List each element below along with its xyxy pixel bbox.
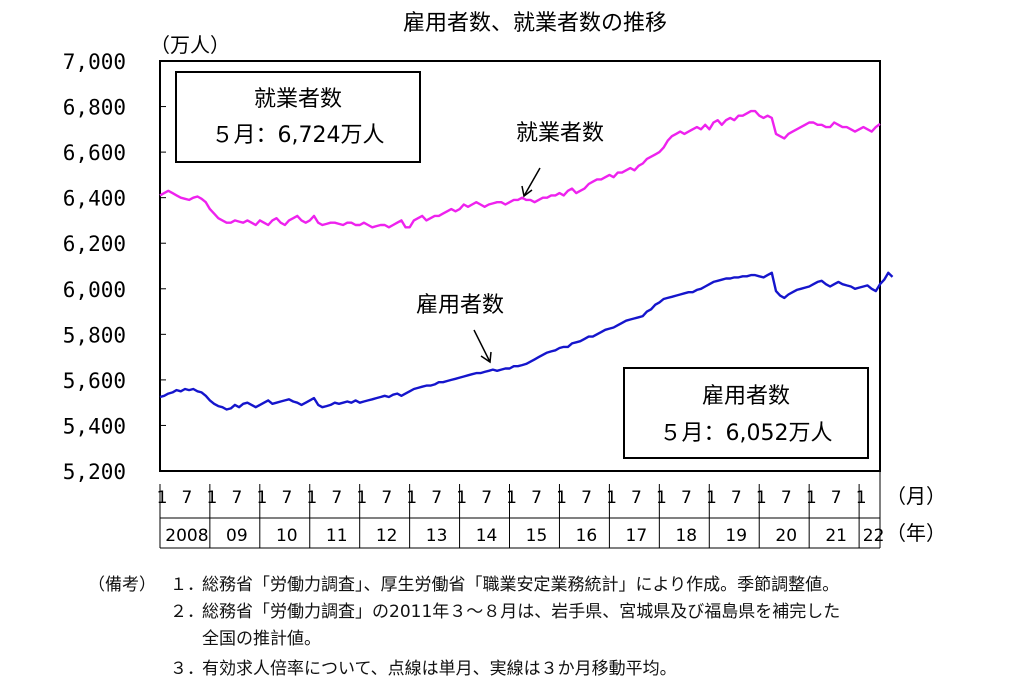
x-month-tick-label: 7 [781, 488, 792, 508]
x-year-label: 22 [863, 526, 885, 546]
y-tick-label: 6,600 [63, 141, 126, 165]
annotation-employed-label: 就業者数 [516, 121, 604, 146]
x-month-tick-label: 7 [281, 488, 292, 508]
x-month-tick-label: 7 [431, 488, 442, 508]
x-month-tick-label: 7 [581, 488, 592, 508]
y-tick-label: 5,600 [63, 369, 126, 393]
x-month-tick-label: 7 [331, 488, 342, 508]
series-line-employed [159, 109, 881, 229]
x-month-tick-label: 7 [381, 488, 392, 508]
x-year-label: 15 [526, 526, 548, 546]
x-year-label: 16 [576, 526, 598, 546]
y-tick-label: 6,400 [63, 187, 126, 211]
x-month-tick-label: 7 [231, 488, 242, 508]
x-year-label: 21 [825, 526, 847, 546]
note-2-text: 総務省「労働力調査」の2011年３～８月は、岩手県、宮城県及び福島県を補完した [202, 602, 841, 622]
x-month-tick-label: 1 [256, 488, 267, 508]
x-year-label: 10 [276, 526, 298, 546]
callout-employees: 雇用者数 ５月：6,052万人 [623, 367, 869, 459]
annotation-employees-arrowhead [480, 351, 492, 364]
x-year-label: 17 [626, 526, 648, 546]
chart: 雇用者数、就業者数の推移 （万人） 7,000 6,800 6,600 6,400 6,… [63, 11, 946, 549]
x-month-tick-label: 7 [831, 488, 842, 508]
callout-employed-box [175, 71, 421, 163]
callout-employed-value: ５月：6,724万人 [212, 123, 385, 148]
y-tick-label: 5,200 [63, 460, 126, 484]
note-3-text: 有効求人倍率について、点線は単月、実線は３か月移動平均。 [202, 659, 677, 679]
plot-area-frame [159, 60, 881, 472]
callout-employees-box [623, 367, 869, 459]
series-line-employees [159, 271, 894, 411]
x-year-label: 2008 [165, 526, 208, 546]
callout-employed: 就業者数 ５月：6,724万人 [175, 71, 421, 163]
x-year-label: 11 [326, 526, 348, 546]
notes: （備考） １． 総務省「労働力調査」、厚生労働省「職業安定業務統計」により作成。… [0, 560, 1024, 695]
series-lines [159, 109, 894, 411]
x-month-tick-label: 1 [556, 488, 567, 508]
x-month-tick-label: 7 [681, 488, 692, 508]
annotation-employed: 就業者数 [516, 121, 604, 198]
annotation-employees-arrow [473, 329, 491, 363]
y-axis: 7,000 6,800 6,600 6,400 6,200 6,000 5,800 5,600… [63, 50, 166, 484]
x-unit-month: （月） [886, 484, 946, 508]
note-2-num: ２． [170, 602, 204, 622]
y-tick-label: 6,000 [63, 278, 126, 302]
notes-prefix: （備考） [88, 575, 156, 595]
x-month-tick-label: 1 [806, 488, 817, 508]
note-1-num: １． [170, 575, 204, 595]
callout-employees-value: ５月：6,052万人 [660, 421, 833, 446]
annotation-employees: 雇用者数 [416, 293, 504, 364]
x-month-tick-label: 1 [406, 488, 417, 508]
annotation-employed-arrow [523, 167, 541, 197]
note-3-num: ３． [170, 659, 204, 679]
chart-title: 雇用者数、就業者数の推移 [403, 11, 667, 36]
x-year-label: 19 [725, 526, 747, 546]
x-month-tick-label: 7 [481, 488, 492, 508]
y-tick-label: 6,800 [63, 96, 126, 120]
x-month-tick-label: 1 [756, 488, 767, 508]
x-year-label: 12 [376, 526, 398, 546]
x-month-tick-label: 1 [506, 488, 517, 508]
x-year-label: 20 [775, 526, 797, 546]
annotation-employed-arrowhead [521, 185, 533, 198]
x-month-tick-label: 1 [606, 488, 617, 508]
x-month-tick-label: 7 [531, 488, 542, 508]
callout-employees-label: 雇用者数 [702, 384, 790, 409]
x-month-tick-label: 1 [706, 488, 717, 508]
x-month-tick-label: 1 [306, 488, 317, 508]
x-month-tick-label: 1 [856, 488, 867, 508]
x-year-label: 13 [426, 526, 448, 546]
x-month-tick-label: 1 [356, 488, 367, 508]
annotation-employees-label: 雇用者数 [416, 293, 504, 318]
x-year-label: 14 [476, 526, 498, 546]
note-2-continuation: 全国の推計値。 [202, 629, 321, 649]
y-tick-label: 7,000 [63, 50, 126, 74]
x-unit-year: （年） [886, 521, 946, 545]
x-month-tick-label: 7 [182, 488, 193, 508]
x-month-tick-label: 1 [207, 488, 218, 508]
y-unit-label: （万人） [150, 33, 230, 57]
x-month-tick-label: 7 [731, 488, 742, 508]
note-1-text: 総務省「労働力調査」、厚生労働省「職業安定業務統計」により作成。季節調整値。 [202, 575, 840, 595]
y-tick-label: 5,400 [63, 414, 126, 438]
x-month-tick-label: 7 [631, 488, 642, 508]
x-year-label: 18 [675, 526, 697, 546]
x-month-tick-label: 1 [656, 488, 667, 508]
x-year-label: 09 [226, 526, 248, 546]
callout-employed-label: 就業者数 [254, 87, 342, 112]
y-tick-label: 5,800 [63, 323, 126, 347]
x-month-tick-label: 1 [157, 488, 168, 508]
y-tick-label: 6,200 [63, 232, 126, 256]
x-month-tick-label: 1 [456, 488, 467, 508]
